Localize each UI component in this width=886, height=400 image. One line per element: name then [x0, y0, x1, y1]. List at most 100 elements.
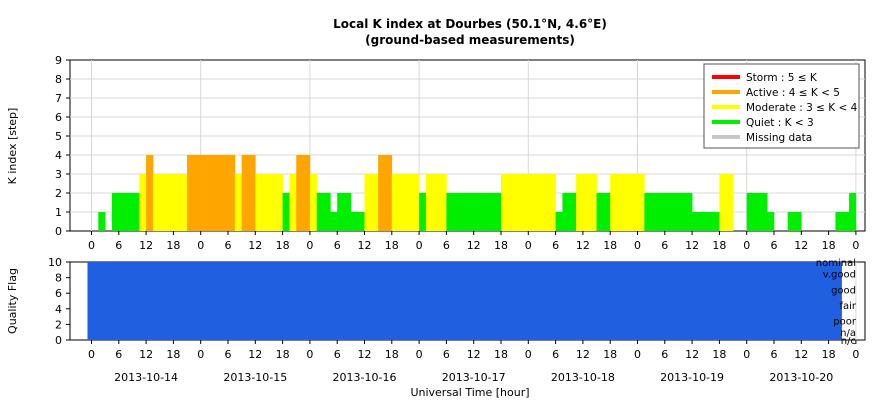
- quality-level-label: fair: [839, 301, 856, 312]
- k-bar: [535, 174, 543, 231]
- date-label: 2013-10-14: [114, 371, 178, 384]
- k-x-tick-label: 18: [603, 239, 617, 252]
- k-bar: [541, 174, 550, 231]
- k-bar: [262, 174, 270, 231]
- quality-x-tick-label: 6: [225, 348, 232, 361]
- k-x-tick-label: 0: [525, 239, 532, 252]
- quality-x-tick-label: 6: [443, 348, 450, 361]
- quality-x-tick-label: 18: [822, 348, 836, 361]
- quality-level-label: n/c: [841, 336, 856, 347]
- k-bar: [528, 174, 536, 231]
- k-bar: [473, 193, 481, 231]
- k-bar: [678, 193, 686, 231]
- k-y-tick-label: 8: [55, 73, 62, 86]
- date-label: 2013-10-16: [333, 371, 397, 384]
- quality-y-tick-label: 8: [55, 272, 62, 285]
- k-bar: [849, 193, 857, 231]
- k-bar: [501, 174, 509, 231]
- quality-x-tick-label: 6: [334, 348, 341, 361]
- k-x-tick-label: 18: [712, 239, 726, 252]
- k-bar: [323, 193, 331, 231]
- quality-x-tick-label: 6: [552, 348, 559, 361]
- k-bar: [644, 193, 652, 231]
- k-y-tick-label: 4: [55, 149, 62, 162]
- quality-level-label: nominal: [816, 258, 856, 269]
- quality-bar: [87, 262, 842, 340]
- k-x-tick-label: 12: [358, 239, 372, 252]
- k-x-tick-label: 12: [794, 239, 808, 252]
- k-bar: [248, 155, 256, 231]
- k-bar: [180, 174, 188, 231]
- k-bar: [98, 212, 106, 231]
- k-bar: [610, 174, 618, 231]
- quality-x-tick-label: 0: [197, 348, 204, 361]
- quality-y-tick-label: 4: [55, 303, 62, 316]
- k-bar: [139, 174, 147, 231]
- legend-label: Missing data: [746, 132, 812, 144]
- k-bar: [316, 193, 324, 231]
- k-bar: [439, 174, 447, 231]
- k-bar: [842, 212, 850, 231]
- k-bar: [794, 212, 802, 231]
- legend-label: Active : 4 ≤ K < 5: [746, 87, 840, 99]
- k-x-tick-label: 0: [197, 239, 204, 252]
- k-bar: [384, 155, 393, 231]
- k-x-tick-label: 6: [334, 239, 341, 252]
- k-y-ticks: 0 1 2 3 4 5 6 7 8 9: [55, 54, 70, 238]
- k-bar: [275, 174, 283, 231]
- quality-x-tick-label: 18: [166, 348, 180, 361]
- k-bar: [746, 193, 754, 231]
- k-x-tick-label: 18: [166, 239, 180, 252]
- quality-x-tick-label: 12: [358, 348, 372, 361]
- k-y-tick-label: 5: [55, 130, 62, 143]
- k-bar: [705, 212, 713, 231]
- k-x-tick-label: 0: [416, 239, 423, 252]
- k-bar: [152, 174, 161, 231]
- k-bar: [419, 193, 427, 231]
- k-bar: [453, 193, 461, 231]
- k-bar: [637, 174, 645, 231]
- quality-y-tick-label: 6: [55, 287, 62, 300]
- k-x-tick-label: 12: [467, 239, 481, 252]
- legend-label: Storm : 5 ≤ K: [746, 72, 818, 84]
- legend-label: Quiet : K < 3: [746, 117, 814, 129]
- quality-x-tick-label: 0: [743, 348, 750, 361]
- k-bar: [289, 174, 297, 231]
- quality-x-tick-label: 18: [276, 348, 290, 361]
- quality-x-tick-label: 0: [525, 348, 532, 361]
- k-x-tick-label: 6: [661, 239, 668, 252]
- quality-level-label: good: [831, 285, 856, 296]
- quality-x-tick-label: 0: [634, 348, 641, 361]
- k-bar: [309, 174, 318, 231]
- k-bar: [787, 212, 795, 231]
- legend: Storm : 5 ≤ K Active : 4 ≤ K < 5 Moderate …: [703, 63, 860, 149]
- quality-x-tick-label: 18: [712, 348, 726, 361]
- k-y-tick-label: 9: [55, 54, 62, 67]
- x-axis-label: Universal Time [hour]: [410, 386, 529, 399]
- k-bar: [466, 193, 474, 231]
- k-bar: [630, 174, 638, 231]
- quality-level-label: n/a: [840, 328, 856, 339]
- k-bar: [337, 193, 345, 231]
- k-bar: [685, 193, 693, 231]
- quality-y-tick-label: 2: [55, 318, 62, 331]
- k-bar: [221, 155, 229, 231]
- legend-label: Moderate : 3 ≤ K < 4: [746, 102, 858, 114]
- k-bar: [589, 174, 597, 231]
- k-bar: [111, 193, 120, 231]
- k-bars: [98, 155, 857, 231]
- k-x-tick-label: 18: [385, 239, 399, 252]
- date-label: 2013-10-15: [223, 371, 287, 384]
- date-label: 2013-10-17: [442, 371, 506, 384]
- k-bar: [344, 193, 352, 231]
- date-label: 2013-10-20: [769, 371, 833, 384]
- k-bar: [398, 174, 406, 231]
- k-bar: [514, 174, 522, 231]
- k-bar: [405, 174, 413, 231]
- k-x-tick-label: 6: [225, 239, 232, 252]
- k-bar: [494, 193, 502, 231]
- k-x-tick-label: 0: [634, 239, 641, 252]
- k-bar: [507, 174, 515, 231]
- k-bar: [719, 174, 727, 231]
